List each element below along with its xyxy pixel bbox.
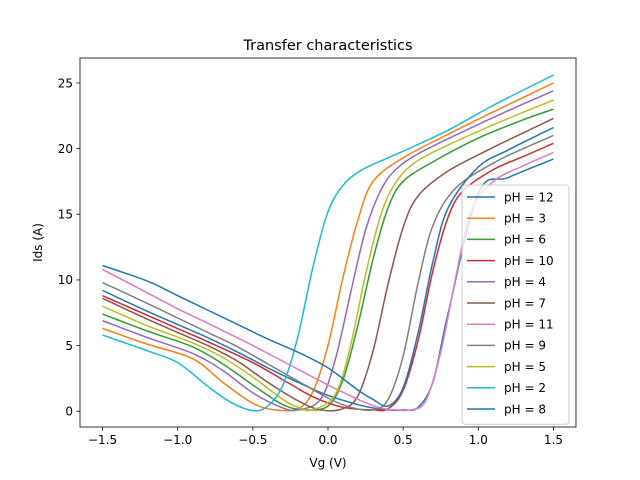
legend-label: pH = 12 <box>504 190 554 204</box>
legend-label: pH = 9 <box>504 339 546 353</box>
x-tick-label: −1.0 <box>163 433 192 447</box>
series-line-9 <box>102 99 554 412</box>
series-line-2 <box>102 82 554 412</box>
legend-label: pH = 6 <box>504 233 546 247</box>
series-line-5 <box>102 90 554 412</box>
legend-label: pH = 3 <box>504 212 546 226</box>
x-tick-label: −1.5 <box>88 433 117 447</box>
series-lines <box>102 74 554 412</box>
legend-label: pH = 7 <box>504 296 546 310</box>
legend-label: pH = 10 <box>504 254 554 268</box>
legend-box <box>461 184 570 425</box>
x-tick-label: 1.5 <box>544 433 563 447</box>
y-tick-label: 25 <box>58 76 73 90</box>
x-axis-title: Vg (V) <box>309 456 346 470</box>
series-line-11 <box>102 126 554 408</box>
x-tick-label: 0.0 <box>318 433 337 447</box>
y-tick-label: 20 <box>58 142 73 156</box>
legend-label: pH = 5 <box>504 360 546 374</box>
y-tick-label: 0 <box>65 405 73 419</box>
legend-label: pH = 11 <box>504 318 554 332</box>
series-line-10 <box>102 74 554 412</box>
chart-title: Transfer characteristics <box>242 38 412 54</box>
y-tick-label: 5 <box>65 339 73 353</box>
x-tick-label: 1.0 <box>469 433 488 447</box>
y-tick-label: 15 <box>58 208 73 222</box>
series-line-6 <box>102 117 554 412</box>
legend-label: pH = 8 <box>504 402 546 416</box>
y-axis-title: Ids (A) <box>31 223 45 262</box>
axis-ticks: −1.5 −1.0 −0.5 0.0 0.5 1.0 1.5 0 5 10 15 20 25 <box>58 76 563 447</box>
y-tick-label: 10 <box>58 273 73 287</box>
x-tick-label: 0.5 <box>394 433 413 447</box>
legend-label: pH = 2 <box>504 381 546 395</box>
x-tick-label: −0.5 <box>238 433 267 447</box>
legend: pH = 12 pH = 3 pH = 6 pH = 10 pH = 4 pH = 7 pH… <box>461 184 570 425</box>
legend-label: pH = 4 <box>504 275 546 289</box>
series-line-8 <box>102 134 554 412</box>
